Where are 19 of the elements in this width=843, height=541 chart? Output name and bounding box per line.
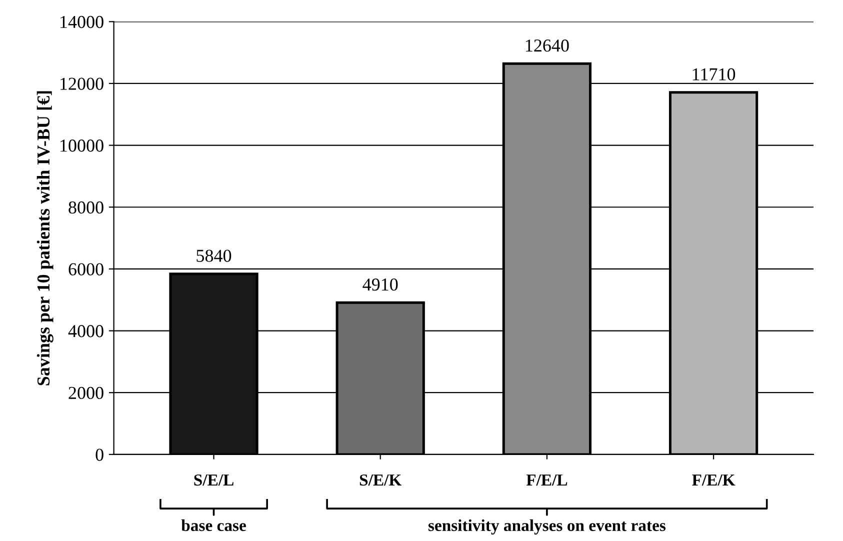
x-tick-label: F/E/K xyxy=(692,474,736,486)
x-tick-label: S/E/L xyxy=(194,474,234,486)
y-tick-label: 4000 xyxy=(68,325,104,338)
y-tick-label: 2000 xyxy=(68,386,104,400)
y-axis-title: Savings per 10 patients with IV-BU [€] xyxy=(36,91,54,386)
y-tick-label: 12000 xyxy=(60,78,104,90)
y-tick-label: 14000 xyxy=(60,16,104,28)
y-tick-label: 6000 xyxy=(68,263,104,276)
data-label: 5840 xyxy=(196,250,232,262)
y-tick-label: 8000 xyxy=(68,201,104,214)
data-label: 4910 xyxy=(362,278,398,291)
y-tick-label: 10000 xyxy=(60,140,104,152)
text: sensitivity analyses on event rates xyxy=(428,519,666,535)
text: base case xyxy=(181,519,246,532)
data-label: 11710 xyxy=(692,68,736,80)
data-label: 12640 xyxy=(526,40,569,52)
x-tick-label: F/E/L xyxy=(526,474,568,486)
x-tick-label: S/E/K xyxy=(360,474,402,486)
y-tick-label: 0 xyxy=(96,448,104,461)
